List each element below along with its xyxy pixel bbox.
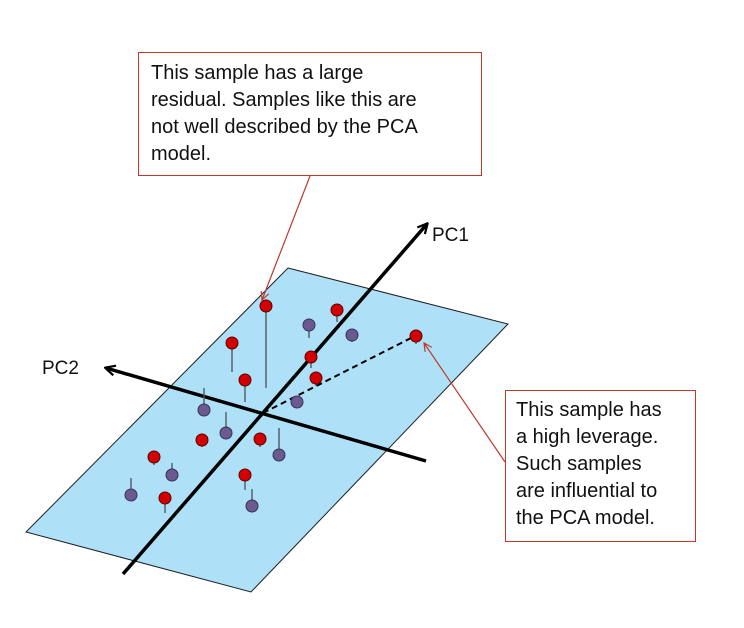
sample-point bbox=[219, 426, 233, 440]
leverage-distance-line bbox=[262, 335, 416, 414]
pc1-axis-label: PC1 bbox=[432, 225, 469, 246]
sample-point bbox=[330, 303, 344, 317]
sample-point bbox=[309, 371, 323, 385]
sample-point bbox=[304, 350, 318, 364]
sample-point bbox=[124, 488, 138, 502]
leverage-callout-pointer bbox=[424, 343, 506, 463]
pca-plane bbox=[25, 267, 509, 593]
sample-point bbox=[165, 468, 179, 482]
sample-point bbox=[253, 432, 267, 446]
sample-point bbox=[290, 395, 304, 409]
samples-below-plane bbox=[124, 318, 359, 513]
pc1-axis bbox=[121, 224, 427, 576]
sample-point-large-residual bbox=[259, 299, 273, 313]
sample-point bbox=[345, 328, 359, 342]
sample-point bbox=[238, 468, 252, 482]
sample-point bbox=[195, 433, 209, 447]
samples-above-plane bbox=[147, 299, 423, 505]
sample-point bbox=[225, 336, 239, 350]
residual-callout-pointer bbox=[262, 175, 311, 300]
sample-point-high-leverage bbox=[409, 329, 423, 343]
sample-point bbox=[302, 318, 316, 332]
sample-point bbox=[272, 448, 286, 462]
sample-point bbox=[158, 491, 172, 505]
sample-point bbox=[147, 450, 161, 464]
sample-point bbox=[197, 403, 211, 417]
leverage-callout: This sample has a high leverage. Such sa… bbox=[505, 390, 696, 542]
sample-point bbox=[238, 373, 252, 387]
pc2-axis-label: PC2 bbox=[42, 358, 79, 379]
sample-point bbox=[245, 499, 259, 513]
pc2-axis bbox=[106, 368, 427, 463]
residual-callout: This sample has a large residual. Sample… bbox=[138, 52, 482, 176]
